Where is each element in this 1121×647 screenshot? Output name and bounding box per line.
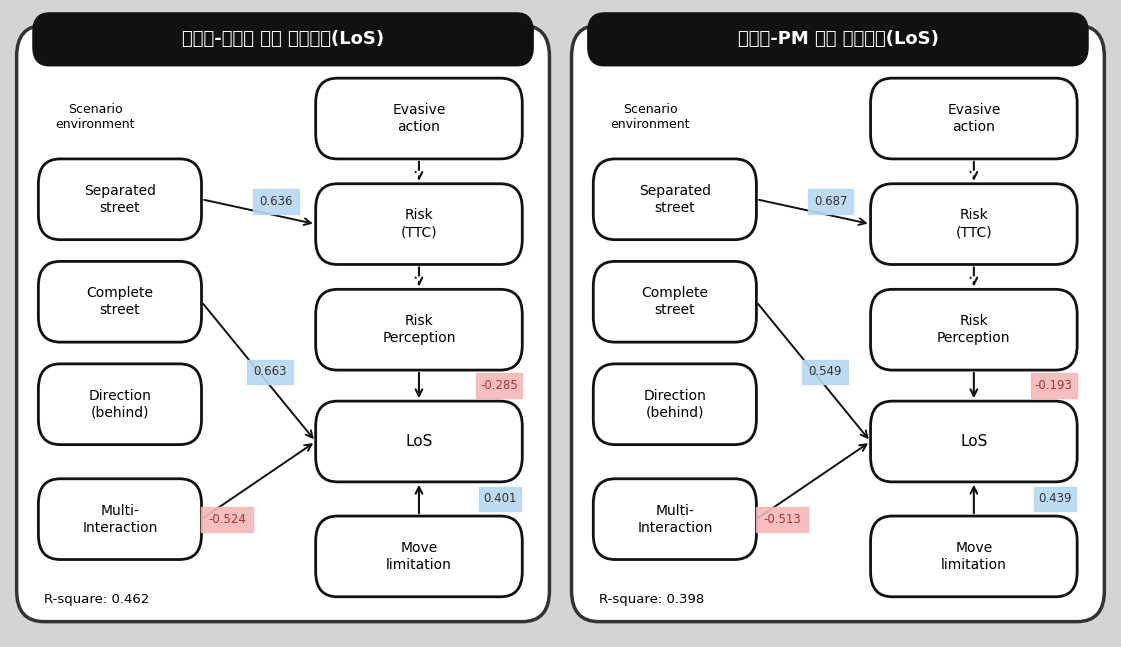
Text: Direction
(behind): Direction (behind)	[643, 389, 706, 420]
FancyBboxPatch shape	[593, 364, 757, 444]
Text: 0.636: 0.636	[259, 195, 293, 208]
Text: R-square: 0.398: R-square: 0.398	[599, 593, 704, 606]
FancyBboxPatch shape	[17, 25, 549, 622]
FancyBboxPatch shape	[253, 190, 298, 214]
Text: Multi-
Interaction: Multi- Interaction	[82, 503, 158, 535]
FancyBboxPatch shape	[1035, 487, 1075, 511]
Text: Direction
(behind): Direction (behind)	[89, 389, 151, 420]
Text: R-square: 0.462: R-square: 0.462	[44, 593, 149, 606]
Text: -0.513: -0.513	[763, 512, 800, 525]
Text: -0.524: -0.524	[209, 512, 245, 525]
Text: Risk
(TTC): Risk (TTC)	[400, 208, 437, 240]
FancyBboxPatch shape	[871, 184, 1077, 265]
Text: Separated
street: Separated street	[84, 184, 156, 215]
Text: Evasive
action: Evasive action	[947, 103, 1001, 134]
FancyBboxPatch shape	[316, 184, 522, 265]
Text: Complete
street: Complete street	[641, 286, 708, 318]
Text: 0.549: 0.549	[808, 366, 842, 378]
FancyBboxPatch shape	[871, 289, 1077, 370]
FancyBboxPatch shape	[38, 364, 202, 444]
Text: LoS: LoS	[961, 434, 988, 449]
FancyBboxPatch shape	[808, 190, 853, 214]
Text: 0.687: 0.687	[814, 195, 847, 208]
FancyBboxPatch shape	[316, 516, 522, 597]
Text: Risk behavior: Risk behavior	[369, 103, 453, 116]
Text: Scenario
environment: Scenario environment	[56, 103, 136, 131]
FancyBboxPatch shape	[587, 13, 1088, 66]
Text: -0.193: -0.193	[1035, 379, 1073, 392]
FancyBboxPatch shape	[316, 289, 522, 370]
Text: Move
limitation: Move limitation	[941, 541, 1007, 572]
FancyBboxPatch shape	[33, 13, 534, 66]
FancyBboxPatch shape	[247, 360, 293, 384]
Text: Complete
street: Complete street	[86, 286, 154, 318]
FancyBboxPatch shape	[1031, 373, 1076, 398]
Text: Risk
Perception: Risk Perception	[937, 314, 1011, 345]
FancyBboxPatch shape	[480, 487, 520, 511]
Text: 0.663: 0.663	[253, 366, 287, 378]
FancyBboxPatch shape	[593, 261, 757, 342]
FancyBboxPatch shape	[38, 261, 202, 342]
FancyBboxPatch shape	[756, 507, 808, 532]
FancyBboxPatch shape	[38, 479, 202, 560]
FancyBboxPatch shape	[593, 159, 757, 239]
Text: 0.439: 0.439	[1038, 492, 1072, 505]
Text: Scenario
environment: Scenario environment	[611, 103, 691, 131]
FancyBboxPatch shape	[316, 401, 522, 482]
Text: Risk behavior: Risk behavior	[924, 103, 1008, 116]
Text: Move
limitation: Move limitation	[386, 541, 452, 572]
Text: Evasive
action: Evasive action	[392, 103, 446, 134]
Text: 보행자-자전거 행태 영향요인(LoS): 보행자-자전거 행태 영향요인(LoS)	[182, 30, 385, 49]
Text: Risk
(TTC): Risk (TTC)	[955, 208, 992, 240]
Text: LoS: LoS	[406, 434, 433, 449]
FancyBboxPatch shape	[316, 78, 522, 159]
Text: Separated
street: Separated street	[639, 184, 711, 215]
FancyBboxPatch shape	[871, 78, 1077, 159]
Text: 보행자-PM 행태 영향요인(LoS): 보행자-PM 행태 영향요인(LoS)	[738, 30, 938, 49]
FancyBboxPatch shape	[802, 360, 847, 384]
FancyBboxPatch shape	[593, 479, 757, 560]
FancyBboxPatch shape	[476, 373, 521, 398]
Text: Multi-
Interaction: Multi- Interaction	[637, 503, 713, 535]
Text: -0.285: -0.285	[480, 379, 518, 392]
FancyBboxPatch shape	[38, 159, 202, 239]
FancyBboxPatch shape	[201, 507, 253, 532]
FancyBboxPatch shape	[871, 516, 1077, 597]
FancyBboxPatch shape	[871, 401, 1077, 482]
Text: 0.401: 0.401	[483, 492, 517, 505]
Text: Risk
Perception: Risk Perception	[382, 314, 456, 345]
FancyBboxPatch shape	[572, 25, 1104, 622]
